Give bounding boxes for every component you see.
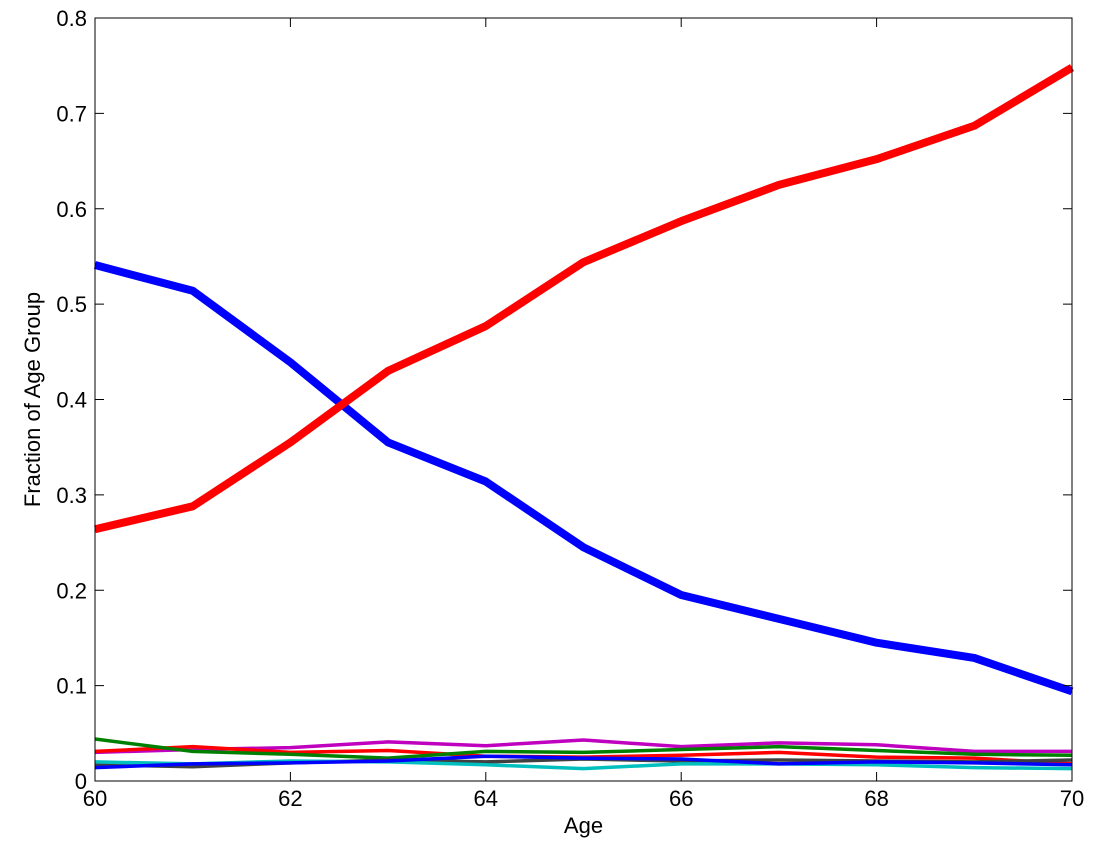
y-tick-label: 0.7 — [56, 101, 87, 126]
series-line-1 — [93, 261, 1074, 696]
y-tick-label: 0 — [75, 769, 87, 794]
y-tick-label: 0.5 — [56, 292, 87, 317]
series-layer — [93, 64, 1075, 771]
y-tick-label: 0.4 — [56, 388, 87, 413]
x-axis-label: Age — [564, 813, 603, 838]
y-tick-label: 0.3 — [56, 483, 87, 508]
y-tick-label: 0.8 — [56, 6, 87, 31]
x-tick-label: 64 — [474, 786, 498, 811]
x-tick-label: 68 — [864, 786, 888, 811]
x-tick-label: 70 — [1060, 786, 1084, 811]
y-tick-label: 0.1 — [56, 674, 87, 699]
series-line-8 — [94, 754, 1073, 770]
x-tick-label: 60 — [83, 786, 107, 811]
ticks-layer: 60 62 64 66 68 70 0 0.1 0.2 0.3 0.4 0.5 0.6 0.7 0.8 — [56, 6, 1084, 811]
x-tick-label: 62 — [278, 786, 302, 811]
series-line-3 — [94, 738, 1072, 755]
y-tick-label: 0.6 — [56, 197, 87, 222]
series-line-2 — [94, 64, 1075, 534]
x-tick-label: 66 — [669, 786, 693, 811]
series-line-5 — [94, 737, 1073, 760]
y-axis-label: Fraction of Age Group — [20, 292, 45, 507]
y-tick-label: 0.2 — [56, 578, 87, 603]
plot-frame — [94, 17, 1073, 782]
